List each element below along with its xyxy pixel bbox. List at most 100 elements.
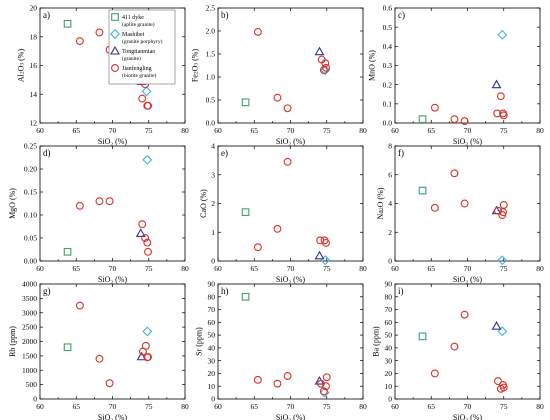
x-tick-label: 65: [428, 402, 436, 411]
data-point-circle: [75, 201, 84, 210]
y-tick-label: 60: [208, 318, 216, 327]
data-point-diamond: [142, 326, 153, 337]
x-tick-label: 60: [36, 126, 44, 135]
y-tick-label: 1.5: [206, 50, 216, 59]
legend-marker-diamond: [110, 29, 120, 39]
data-point-square: [63, 343, 72, 352]
y-tick-label: 10: [385, 382, 393, 391]
y-tick-label: 3: [211, 170, 215, 179]
data-point-circle: [430, 103, 439, 112]
x-tick-label: 80: [181, 264, 189, 273]
panel-letter: f): [398, 148, 404, 158]
data-point-circle: [273, 379, 282, 388]
data-point-circle: [283, 157, 292, 166]
x-tick-label: 80: [359, 402, 367, 411]
y-tick-label: 0: [388, 395, 392, 404]
data-point-circle: [144, 247, 152, 256]
y-tick-label: 2.5: [206, 4, 216, 13]
legend-entry-desc: (biotite granite): [122, 72, 157, 79]
x-tick-label: 80: [536, 126, 544, 135]
panel-g: 60 65 70 75 80 0 500 1000 1500 2000 2500 3000 3500 40…: [8, 280, 189, 420]
x-tick-label: 65: [251, 264, 259, 273]
x-tick-label: 60: [214, 402, 222, 411]
x-tick-label: 70: [109, 264, 117, 273]
data-point-circle: [95, 354, 104, 363]
panel-d: 60 65 70 75 80 0.00 0.05 0.10 0.15 0.20 0.25 SiO2 (…: [8, 142, 189, 286]
data-point-diamond: [497, 326, 508, 337]
data-point-circle: [253, 375, 262, 384]
panel-e: 60 65 70 75 80 0 1 2 3 4 SiO2 (%) CaO (%) e): [199, 142, 367, 286]
data-point-circle: [322, 382, 330, 391]
y-tick-label: 0.0: [383, 119, 393, 128]
y-tick-label: 90: [385, 280, 393, 289]
x-tick-label: 60: [36, 402, 44, 411]
y-tick-label: 2000: [22, 337, 37, 346]
x-tick-label: 65: [428, 264, 436, 273]
data-point-circle: [95, 28, 104, 37]
data-point-circle: [141, 341, 150, 350]
x-tick-label: 60: [391, 264, 399, 273]
x-axis-title: SiO2 (%): [453, 413, 483, 420]
data-point-circle: [499, 111, 508, 120]
panel-letter: c): [398, 10, 405, 20]
x-tick-label: 70: [464, 264, 472, 273]
y-axis-title: Fe2O3 (%): [190, 49, 199, 83]
y-tick-label: 0: [211, 395, 215, 404]
data-point-circle: [253, 27, 262, 36]
data-point-circle: [460, 199, 469, 208]
y-tick-label: 0.25: [24, 142, 37, 151]
x-tick-label: 75: [500, 264, 508, 273]
y-tick-label: 20: [30, 4, 38, 13]
y-tick-label: 3500: [22, 294, 37, 303]
data-point-triangle: [491, 79, 502, 89]
legend-entry-desc: (granite): [122, 55, 141, 62]
y-tick-label: 0: [388, 257, 392, 266]
data-point-circle: [144, 353, 152, 361]
y-tick-label: 0.4: [383, 42, 393, 51]
y-tick-label: 14: [30, 90, 38, 99]
y-tick-label: 6: [388, 170, 392, 179]
x-tick-label: 65: [73, 126, 81, 135]
legend-marker-triangle: [110, 45, 120, 55]
data-point-circle: [494, 377, 502, 386]
x-axis-title: SiO2 (%): [453, 137, 483, 148]
data-point-circle: [322, 63, 330, 72]
x-tick-label: 80: [181, 402, 189, 411]
legend-box: [108, 9, 176, 85]
data-point-circle: [253, 243, 262, 252]
legend-marker-circle: [111, 64, 119, 72]
y-tick-label: 8: [388, 142, 392, 151]
x-tick-label: 65: [428, 126, 436, 135]
y-axis-title: CaO (%): [199, 189, 208, 218]
x-tick-label: 70: [287, 126, 295, 135]
y-tick-label: 1500: [22, 351, 37, 360]
legend-entry-name: Mashibei: [122, 32, 145, 38]
data-point-square: [241, 98, 250, 107]
panel-letter: b): [221, 10, 229, 20]
data-point-diamond: [497, 255, 508, 266]
y-tick-label: 60: [385, 318, 393, 327]
x-axis-title: SiO2 (%): [98, 275, 128, 286]
y-axis-title: MnO (%): [367, 50, 376, 81]
x-tick-label: 75: [145, 402, 153, 411]
y-tick-label: 2: [211, 199, 215, 208]
y-tick-label: 1000: [22, 366, 37, 375]
x-tick-label: 70: [287, 402, 295, 411]
data-point-circle: [143, 238, 152, 247]
x-tick-label: 70: [287, 264, 295, 273]
y-tick-label: 40: [208, 343, 216, 352]
data-point-circle: [460, 117, 469, 126]
y-tick-label: 16: [30, 61, 38, 70]
panel-c: 60 65 70 75 80 0.0 0.1 0.2 0.3 0.4 0.5 0.6 SiO2 (%) M…: [367, 4, 544, 148]
data-point-circle: [430, 203, 439, 212]
data-point-square: [418, 115, 427, 124]
panel-letter: h): [221, 286, 229, 296]
y-tick-label: 0.5: [206, 96, 216, 105]
x-tick-label: 80: [359, 264, 367, 273]
panel-letter: e): [221, 148, 228, 158]
y-axis-title: Sr (ppm): [195, 327, 204, 356]
x-axis-title: SiO2 (%): [453, 275, 483, 286]
x-axis-title: SiO2 (%): [276, 275, 306, 286]
y-tick-label: 2.0: [206, 27, 216, 36]
y-tick-label: 0.2: [383, 80, 393, 89]
